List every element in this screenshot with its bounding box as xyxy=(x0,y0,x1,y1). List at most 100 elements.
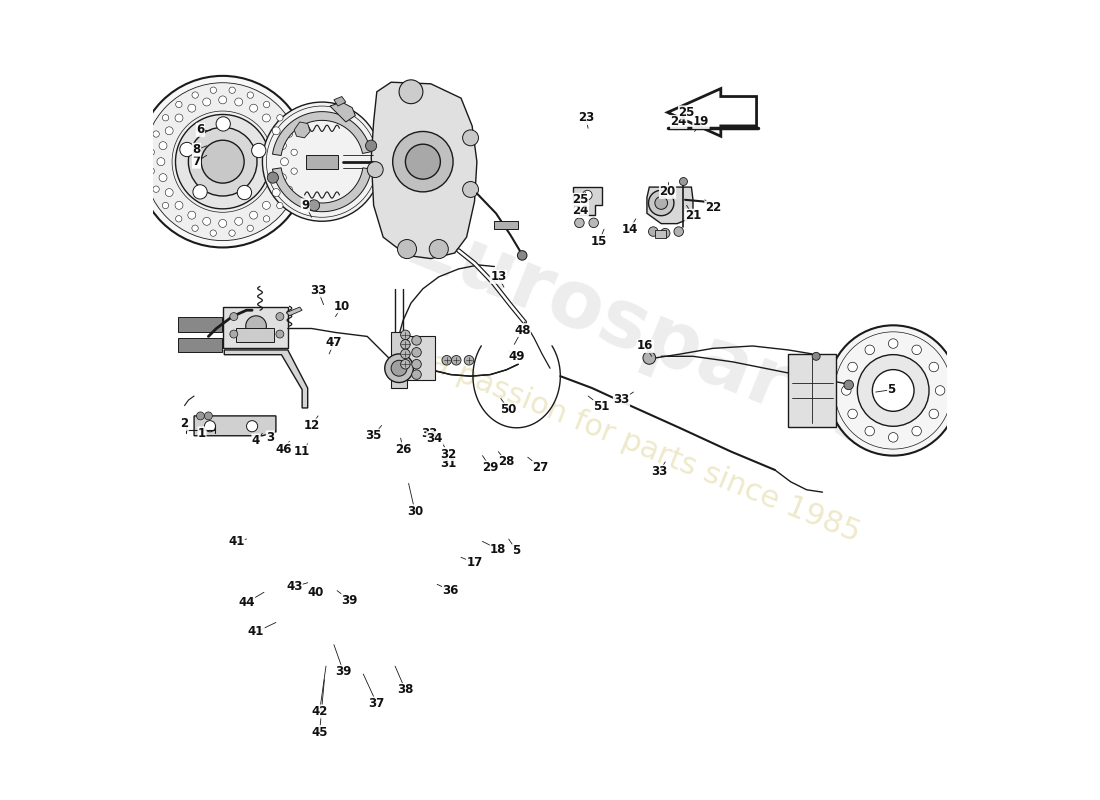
Bar xyxy=(178,338,222,352)
Text: 32: 32 xyxy=(440,447,456,461)
Text: 3: 3 xyxy=(266,431,274,444)
Circle shape xyxy=(230,313,238,321)
Circle shape xyxy=(649,227,658,236)
Text: 33: 33 xyxy=(614,394,629,406)
Circle shape xyxy=(210,230,217,236)
Bar xyxy=(306,154,338,169)
Circle shape xyxy=(148,168,154,174)
Circle shape xyxy=(192,92,198,98)
Circle shape xyxy=(219,219,227,227)
Circle shape xyxy=(935,386,945,395)
Circle shape xyxy=(912,345,922,354)
Polygon shape xyxy=(330,102,355,122)
Circle shape xyxy=(160,142,167,150)
Polygon shape xyxy=(286,307,302,316)
Circle shape xyxy=(176,102,182,108)
Circle shape xyxy=(872,370,914,411)
Text: 12: 12 xyxy=(304,419,320,432)
Circle shape xyxy=(248,225,253,231)
Circle shape xyxy=(400,330,410,340)
Circle shape xyxy=(451,355,461,365)
Polygon shape xyxy=(372,82,477,258)
Text: 45: 45 xyxy=(311,726,328,738)
Text: 5: 5 xyxy=(513,545,520,558)
Text: 10: 10 xyxy=(333,300,350,313)
Circle shape xyxy=(160,174,167,182)
Circle shape xyxy=(277,114,283,121)
Circle shape xyxy=(292,168,297,174)
Text: 7: 7 xyxy=(192,155,200,168)
Circle shape xyxy=(399,80,422,104)
Circle shape xyxy=(248,92,253,98)
Text: 36: 36 xyxy=(442,584,459,597)
Circle shape xyxy=(865,426,874,436)
Text: 24: 24 xyxy=(572,205,588,218)
Polygon shape xyxy=(194,416,276,436)
Text: 18: 18 xyxy=(491,543,506,556)
Text: 16: 16 xyxy=(637,339,653,353)
Circle shape xyxy=(442,355,451,365)
Circle shape xyxy=(216,117,230,131)
Circle shape xyxy=(642,351,656,364)
Circle shape xyxy=(848,409,857,418)
Text: 8: 8 xyxy=(192,143,200,156)
Circle shape xyxy=(263,114,271,122)
Circle shape xyxy=(280,158,288,166)
Circle shape xyxy=(210,87,217,94)
Text: 48: 48 xyxy=(514,323,530,337)
Circle shape xyxy=(365,140,376,151)
Circle shape xyxy=(588,218,598,228)
Circle shape xyxy=(267,172,278,183)
Circle shape xyxy=(192,185,207,199)
Text: 33: 33 xyxy=(651,465,668,478)
Text: 25: 25 xyxy=(679,106,695,119)
Circle shape xyxy=(463,130,478,146)
Circle shape xyxy=(238,186,252,200)
Circle shape xyxy=(406,144,440,179)
Text: 24: 24 xyxy=(671,115,686,129)
Bar xyxy=(178,317,222,333)
Circle shape xyxy=(136,76,308,247)
Text: 11: 11 xyxy=(294,445,310,458)
Text: 41: 41 xyxy=(228,535,244,548)
Circle shape xyxy=(400,349,410,358)
Text: 20: 20 xyxy=(660,186,675,198)
Circle shape xyxy=(163,202,168,209)
Circle shape xyxy=(286,131,293,138)
Polygon shape xyxy=(224,350,308,408)
Text: 37: 37 xyxy=(368,697,385,710)
Circle shape xyxy=(848,362,857,372)
Circle shape xyxy=(400,340,410,349)
Circle shape xyxy=(276,330,284,338)
Circle shape xyxy=(188,104,196,112)
Circle shape xyxy=(205,421,216,432)
Text: 44: 44 xyxy=(239,596,255,609)
Circle shape xyxy=(246,421,257,432)
Circle shape xyxy=(176,216,182,222)
Bar xyxy=(789,354,836,427)
Circle shape xyxy=(175,114,183,122)
Circle shape xyxy=(278,142,286,150)
Circle shape xyxy=(392,360,407,376)
Circle shape xyxy=(148,149,154,155)
Polygon shape xyxy=(294,122,310,138)
Circle shape xyxy=(197,412,205,420)
Circle shape xyxy=(175,202,183,210)
Circle shape xyxy=(463,182,478,198)
Polygon shape xyxy=(273,112,371,155)
Bar xyxy=(222,307,288,348)
Circle shape xyxy=(393,131,453,192)
Circle shape xyxy=(400,359,410,369)
Text: 33: 33 xyxy=(310,284,326,297)
Text: 22: 22 xyxy=(705,202,720,214)
Text: 9: 9 xyxy=(301,199,309,212)
Bar xyxy=(654,230,666,238)
Circle shape xyxy=(263,102,382,222)
Circle shape xyxy=(912,426,922,436)
Circle shape xyxy=(153,186,159,192)
Text: 5: 5 xyxy=(888,383,895,396)
Text: 2: 2 xyxy=(180,418,188,430)
Text: 17: 17 xyxy=(466,556,483,570)
Circle shape xyxy=(176,114,270,209)
Text: 42: 42 xyxy=(311,705,328,718)
